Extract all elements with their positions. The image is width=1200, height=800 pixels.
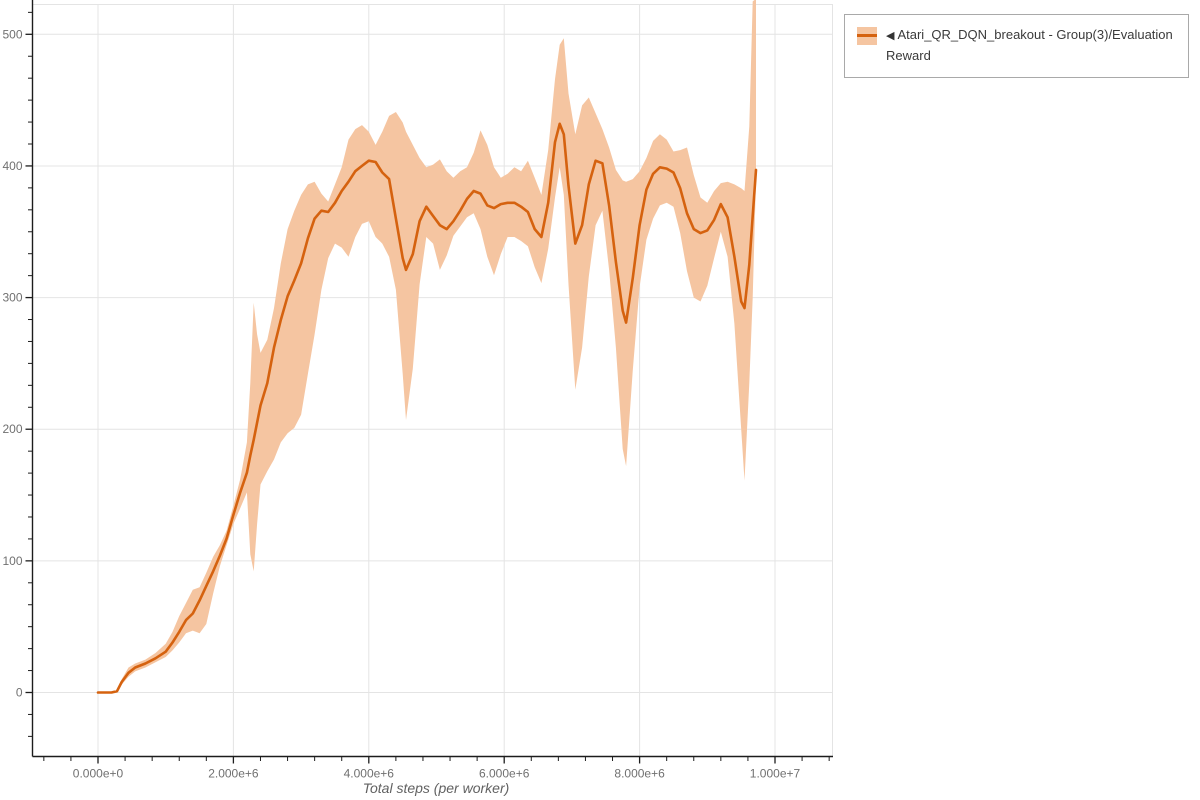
svg-text:2.000e+6: 2.000e+6 [208,767,259,781]
legend[interactable]: ◀ Atari_QR_DQN_breakout - Group(3)/Evalua… [844,14,1189,78]
legend-series-line [857,34,877,37]
svg-text:0: 0 [16,686,23,700]
svg-text:500: 500 [2,27,22,41]
legend-entry: ◀ Atari_QR_DQN_breakout - Group(3)/Evalua… [886,25,1176,67]
legend-collapse-icon: ◀ [886,30,895,42]
svg-text:6.000e+6: 6.000e+6 [479,767,530,781]
svg-text:300: 300 [2,291,22,305]
svg-text:4.000e+6: 4.000e+6 [344,767,395,781]
svg-text:0.000e+0: 0.000e+0 [73,767,124,781]
svg-text:200: 200 [2,422,22,436]
svg-text:8.000e+6: 8.000e+6 [614,767,665,781]
legend-series-swatch [857,27,877,45]
x-axis-title: Total steps (per worker) [362,780,510,796]
svg-text:400: 400 [2,159,22,173]
svg-text:100: 100 [2,554,22,568]
legend-series-label: Atari_QR_DQN_breakout - Group(3)/Evaluat… [886,27,1173,63]
svg-text:1.000e+7: 1.000e+7 [750,767,801,781]
